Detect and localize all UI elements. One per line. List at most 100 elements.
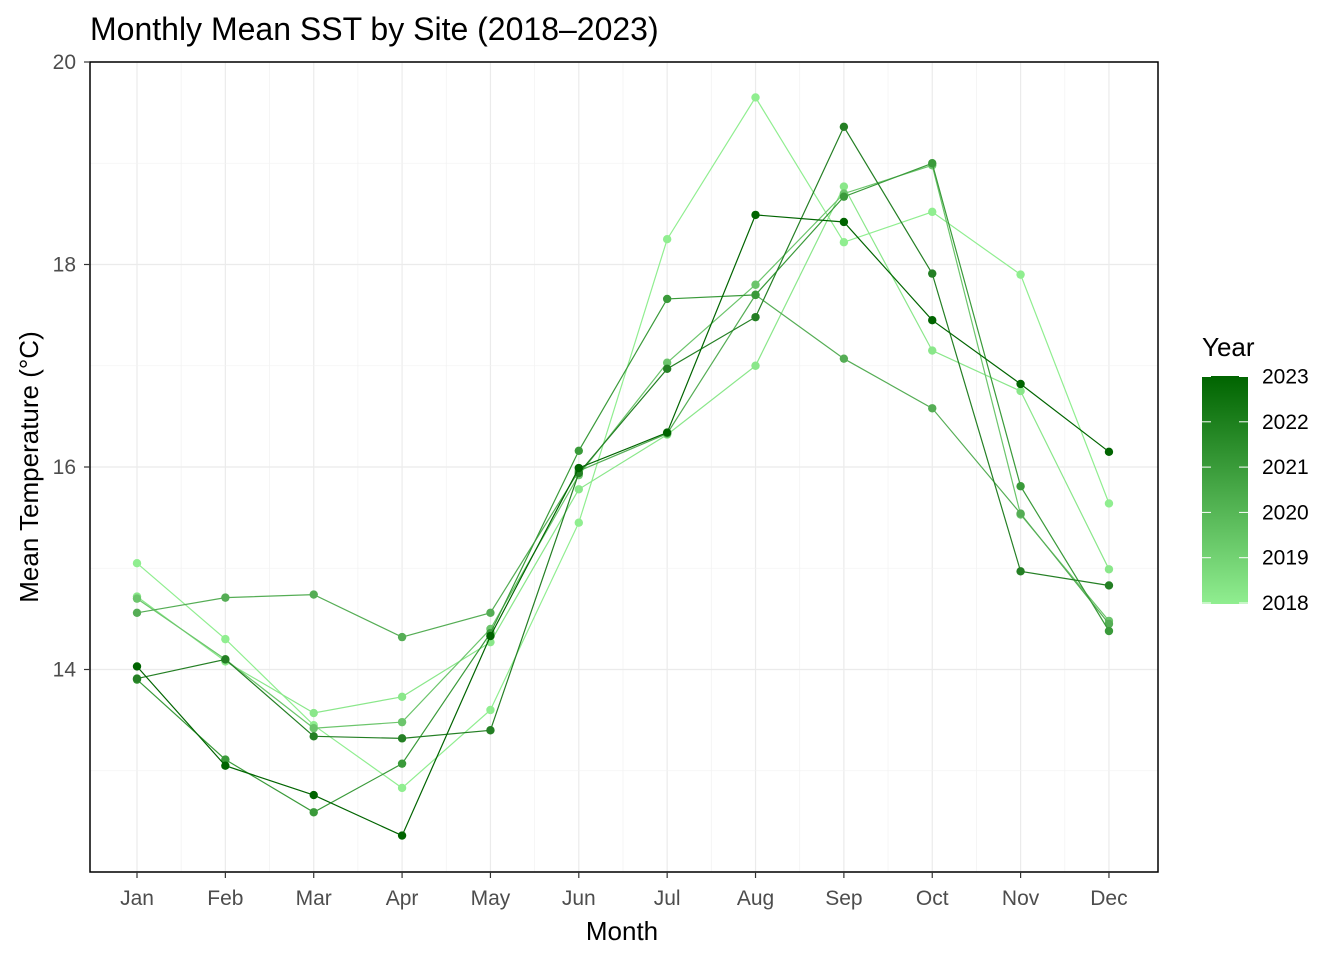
data-point [221, 593, 230, 602]
y-axis: 14 16 18 20 [53, 51, 90, 682]
x-tick-label: Oct [916, 887, 949, 910]
series-line [136, 162, 1110, 813]
data-point [309, 808, 318, 817]
legend-label: 2022 [1262, 411, 1309, 434]
data-point [309, 724, 318, 733]
series-line [136, 125, 1110, 740]
series-2023-6 [132, 210, 1114, 840]
data-point [486, 726, 495, 735]
x-tick-label: Apr [386, 887, 419, 910]
data-point [132, 674, 142, 683]
x-tick-label: Jun [562, 887, 596, 910]
legend-label: 2019 [1262, 547, 1309, 570]
data-point [751, 93, 760, 102]
series-lines [132, 93, 1114, 840]
data-point [662, 294, 672, 304]
grid-lines [90, 61, 1158, 873]
x-tick-label: Mar [296, 887, 332, 910]
legend: Year 2023 2022 2021 2020 2019 2018 [1202, 332, 1309, 615]
legend-title: Year [1202, 332, 1255, 362]
data-point [132, 594, 142, 603]
x-tick-label: Nov [1002, 887, 1040, 910]
data-point [1016, 386, 1025, 396]
data-point [397, 692, 407, 702]
legend-label: 2020 [1262, 501, 1309, 524]
legend-label: 2018 [1262, 592, 1309, 615]
data-point [221, 761, 230, 770]
data-point [928, 269, 937, 278]
data-point [132, 558, 142, 568]
data-point [662, 234, 672, 244]
data-point [574, 446, 583, 455]
chart-title: Monthly Mean SST by Site (2018–2023) [90, 11, 659, 47]
data-point [574, 485, 583, 494]
data-point [751, 312, 760, 322]
series-line [136, 294, 1110, 638]
data-point [1104, 447, 1114, 457]
data-point [751, 361, 760, 370]
series-2021-4 [132, 159, 1114, 817]
x-tick-label: Dec [1090, 887, 1127, 910]
y-tick-label: 20 [53, 51, 76, 74]
x-axis: Jan Feb Mar Apr May Jun Jul Aug Sep Oct Nov Dec [120, 872, 1128, 910]
data-point [839, 122, 849, 131]
series-line [136, 214, 1110, 837]
data-point [397, 759, 407, 768]
data-point [1016, 379, 1025, 389]
data-point [309, 708, 318, 718]
data-point [397, 831, 407, 840]
data-point [397, 632, 407, 642]
data-point [1104, 626, 1114, 636]
data-point [309, 790, 318, 800]
data-point [662, 364, 672, 373]
x-axis-title: Month [586, 916, 658, 946]
data-point [839, 192, 849, 201]
data-point [574, 463, 583, 473]
data-point [839, 182, 849, 191]
data-point [309, 732, 318, 741]
legend-colorbar [1202, 376, 1248, 604]
data-point [839, 354, 849, 363]
data-point [132, 608, 142, 617]
data-point [397, 717, 407, 727]
series-2022-5 [132, 122, 1114, 743]
data-point [751, 280, 760, 289]
x-tick-label: May [471, 887, 511, 910]
data-point [574, 518, 583, 527]
legend-label: 2023 [1262, 366, 1309, 389]
data-point [1104, 619, 1114, 629]
data-point [928, 315, 937, 325]
data-point [839, 238, 849, 247]
x-tick-label: Feb [207, 887, 243, 910]
data-point [221, 655, 230, 664]
data-point [486, 705, 495, 715]
y-tick-label: 16 [53, 456, 76, 479]
data-point [1016, 509, 1025, 518]
y-tick-label: 18 [53, 254, 76, 277]
data-point [1016, 482, 1025, 491]
data-point [486, 608, 495, 617]
data-point [397, 734, 407, 743]
x-tick-label: Jan [120, 887, 154, 910]
data-point [662, 428, 672, 437]
y-axis-title: Mean Temperature (°C) [14, 331, 44, 602]
data-point [928, 346, 937, 355]
data-point [1104, 499, 1114, 508]
x-tick-label: Jul [654, 887, 681, 910]
data-point [1016, 270, 1025, 279]
data-point [1104, 565, 1114, 574]
series-line [136, 185, 1110, 714]
data-point [397, 783, 407, 793]
data-point [221, 755, 230, 764]
data-point [751, 210, 760, 220]
data-point [662, 358, 672, 367]
y-tick-label: 14 [53, 659, 77, 682]
data-point [1104, 581, 1114, 590]
legend-label: 2021 [1262, 456, 1309, 479]
data-point [928, 159, 937, 168]
data-point [751, 290, 760, 300]
data-point [309, 590, 318, 599]
data-point [928, 404, 937, 413]
